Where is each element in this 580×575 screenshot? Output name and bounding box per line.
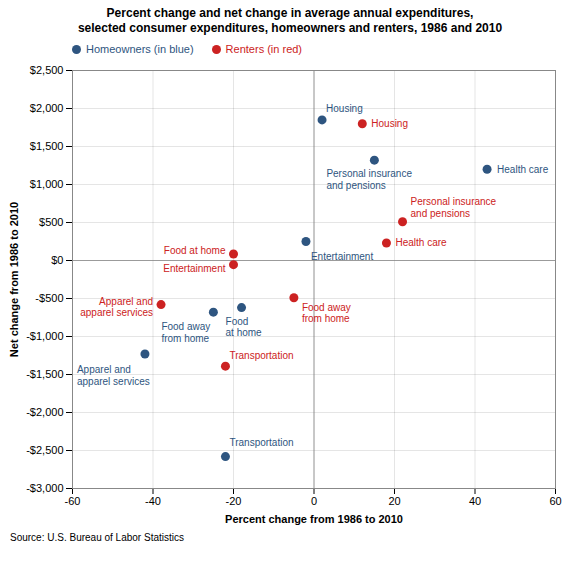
svg-text:$2,000: $2,000 xyxy=(30,102,64,114)
svg-text:$500: $500 xyxy=(39,216,63,228)
svg-text:0: 0 xyxy=(311,495,317,507)
svg-text:-60: -60 xyxy=(65,495,81,507)
svg-text:-$3,000: -$3,000 xyxy=(26,482,63,494)
svg-text:40: 40 xyxy=(469,495,481,507)
svg-text:$0: $0 xyxy=(51,254,63,266)
svg-text:Transportation: Transportation xyxy=(229,437,293,448)
svg-text:-40: -40 xyxy=(145,495,161,507)
svg-text:Entertainment: Entertainment xyxy=(311,251,373,262)
svg-text:Entertainment: Entertainment xyxy=(163,263,225,274)
html-text:Homeowners (in blue): Homeowners (in blue) xyxy=(86,43,194,55)
svg-text:Foodat home: Foodat home xyxy=(226,316,263,339)
svg-text:-$500: -$500 xyxy=(35,292,63,304)
svg-text:Personal insuranceand pensions: Personal insuranceand pensions xyxy=(326,168,412,191)
svg-text:Food awayfrom home: Food awayfrom home xyxy=(161,321,210,344)
svg-text:Personal insuranceand pensions: Personal insuranceand pensions xyxy=(411,196,497,219)
svg-text:-20: -20 xyxy=(226,495,242,507)
svg-text:$1,000: $1,000 xyxy=(30,178,64,190)
html-text:Percent change and net change: Percent change and net change in average… xyxy=(77,6,503,35)
svg-text:-$1,500: -$1,500 xyxy=(26,368,63,380)
svg-text:Housing: Housing xyxy=(371,118,408,129)
svg-text:-$1,000: -$1,000 xyxy=(26,330,63,342)
svg-text:20: 20 xyxy=(388,495,400,507)
svg-text:-$2,500: -$2,500 xyxy=(26,444,63,456)
svg-text:Food awayfrom home: Food awayfrom home xyxy=(302,302,351,325)
svg-text:Housing: Housing xyxy=(326,103,363,114)
svg-text:Food at home: Food at home xyxy=(164,245,226,256)
html-text:Source: U.S. Bureau of Labor S: Source: U.S. Bureau of Labor Statistics xyxy=(10,532,184,543)
svg-text:$2,500: $2,500 xyxy=(30,64,64,76)
svg-text:Transportation: Transportation xyxy=(229,350,293,361)
html-text:Renters (in red): Renters (in red) xyxy=(225,43,302,55)
svg-text:Percent change from 1986 to 20: Percent change from 1986 to 2010 xyxy=(225,513,403,525)
svg-text:60: 60 xyxy=(549,495,561,507)
svg-text:Apparel andapparel services: Apparel andapparel services xyxy=(77,364,150,387)
svg-text:Health care: Health care xyxy=(497,164,549,175)
svg-text:-$2,000: -$2,000 xyxy=(26,406,63,418)
svg-text:Health care: Health care xyxy=(395,237,447,248)
svg-text:Apparel andapparel services: Apparel andapparel services xyxy=(80,296,153,319)
svg-text:Net change from 1986 to 2010: Net change from 1986 to 2010 xyxy=(8,202,20,357)
svg-text:$1,500: $1,500 xyxy=(30,140,64,152)
